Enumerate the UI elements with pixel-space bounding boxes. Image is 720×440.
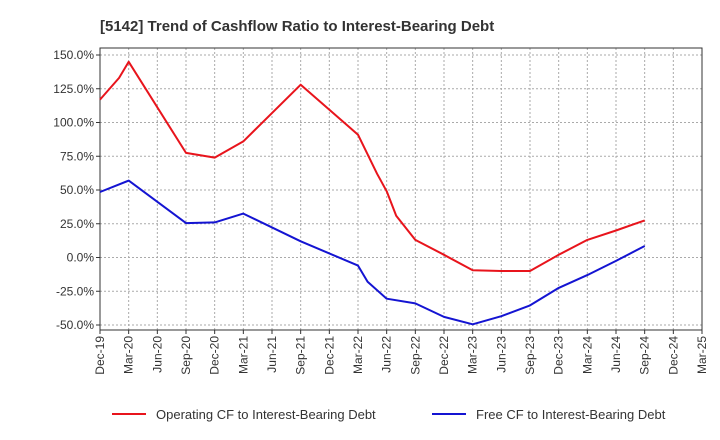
- grid: [99, 48, 703, 330]
- y-tick-label: 125.0%: [53, 82, 94, 96]
- y-tick-label: 0.0%: [67, 251, 95, 265]
- plot-frame: [99, 47, 703, 331]
- x-tick-label: Mar-20: [122, 336, 136, 374]
- x-tick-label: Sep-20: [179, 336, 193, 375]
- x-tick-label: Mar-22: [351, 336, 365, 374]
- y-tick-label: 75.0%: [60, 149, 94, 163]
- y-tick-label: 50.0%: [60, 183, 94, 197]
- legend-item: Operating CF to Interest-Bearing Debt: [112, 407, 376, 422]
- x-tick-label: Mar-24: [580, 336, 594, 374]
- chart-title: [5142] Trend of Cashflow Ratio to Intere…: [100, 18, 494, 35]
- x-tick-label: Dec-20: [208, 336, 222, 375]
- x-tick-label: Jun-22: [380, 336, 394, 373]
- y-tick-label: -25.0%: [56, 284, 94, 298]
- legend-item: Free CF to Interest-Bearing Debt: [432, 407, 666, 422]
- x-tick-label: Dec-23: [552, 336, 566, 375]
- y-axis: 150.0% 125.0% 100.0% 75.0% 50.0% 25.0% 0.0% -25…: [53, 48, 100, 332]
- y-tick-label: -50.0%: [56, 318, 94, 332]
- x-tick-label: Sep-24: [638, 336, 652, 375]
- series-lines: [99, 60, 646, 326]
- x-axis: Dec-19 Mar-20 Jun-20 Sep-20 Dec-20 Mar-21 Jun-…: [93, 330, 709, 375]
- x-tick-label: Jun-23: [494, 336, 508, 373]
- x-tick-label: Dec-24: [666, 336, 680, 375]
- x-tick-label: Dec-22: [437, 336, 451, 375]
- legend: Operating CF to Interest-Bearing Debt Fre…: [112, 407, 666, 422]
- x-tick-label: Mar-25: [695, 336, 709, 374]
- x-tick-label: Mar-23: [466, 336, 480, 374]
- x-tick-label: Sep-23: [523, 336, 537, 375]
- x-tick-label: Dec-21: [322, 336, 336, 375]
- x-tick-label: Sep-21: [294, 336, 308, 375]
- x-tick-label: Jun-21: [265, 336, 279, 373]
- x-tick-label: Mar-21: [236, 336, 250, 374]
- operating-cf-line: [99, 60, 646, 272]
- y-tick-label: 25.0%: [60, 217, 94, 231]
- x-tick-label: Dec-19: [93, 336, 107, 375]
- y-tick-label: 150.0%: [53, 48, 94, 62]
- y-tick-label: 100.0%: [53, 116, 94, 130]
- legend-label: Free CF to Interest-Bearing Debt: [476, 407, 666, 422]
- x-tick-label: Sep-22: [408, 336, 422, 375]
- x-tick-label: Jun-20: [150, 336, 164, 373]
- free-cf-line: [99, 179, 646, 326]
- x-tick-label: Jun-24: [609, 336, 623, 373]
- legend-label: Operating CF to Interest-Bearing Debt: [156, 407, 376, 422]
